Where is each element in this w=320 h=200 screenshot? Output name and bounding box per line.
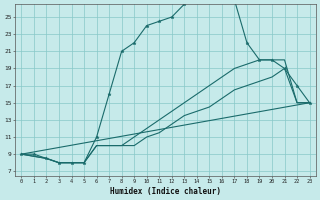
X-axis label: Humidex (Indice chaleur): Humidex (Indice chaleur) — [110, 187, 221, 196]
